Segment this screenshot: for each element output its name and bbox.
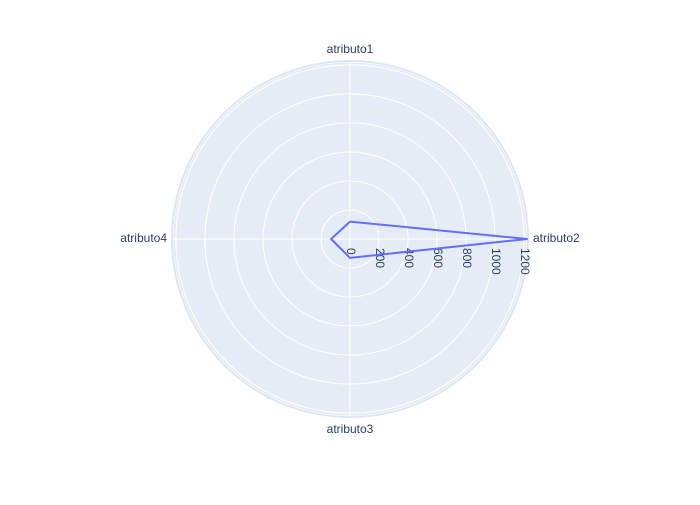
- radial-tick-label: 800: [460, 248, 474, 268]
- angular-axis-label-atributo2: atributo2: [533, 231, 580, 245]
- angular-axis-label-atributo1: atributo1: [327, 42, 374, 56]
- angular-axis-label-atributo3: atributo3: [327, 422, 374, 436]
- radial-tick-label: 200: [373, 248, 387, 268]
- radial-tick-label: 1000: [489, 248, 503, 275]
- angular-axis-label-atributo4: atributo4: [120, 231, 167, 245]
- radial-tick-label: 600: [431, 248, 445, 268]
- radial-tick-label: 1200: [518, 248, 532, 275]
